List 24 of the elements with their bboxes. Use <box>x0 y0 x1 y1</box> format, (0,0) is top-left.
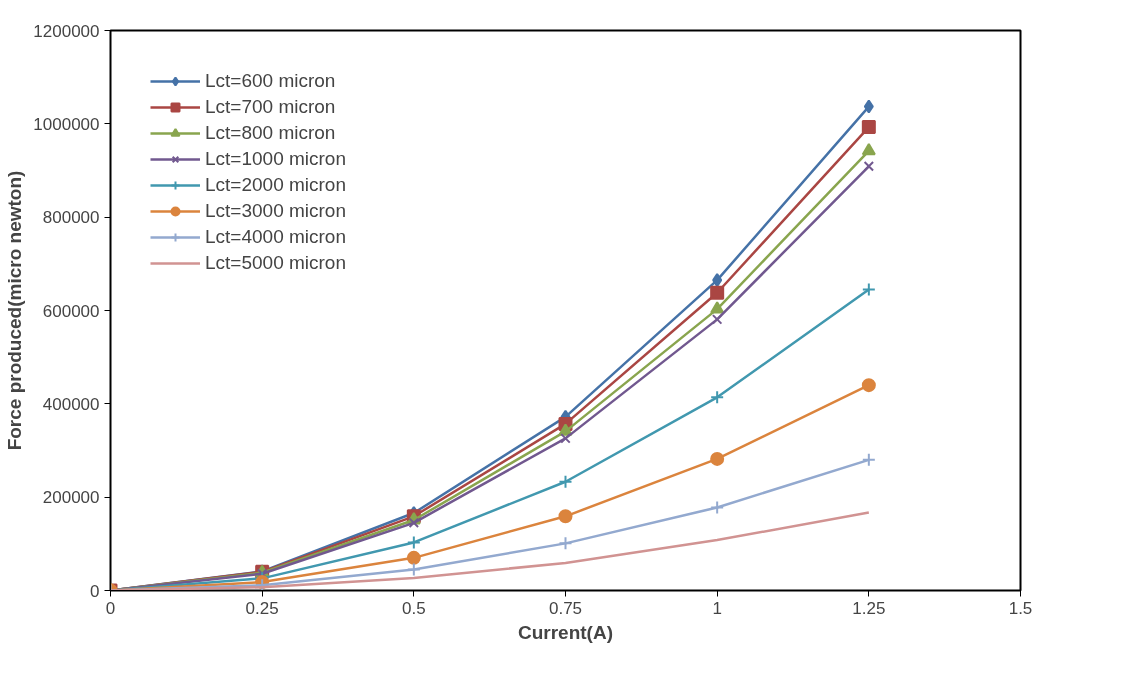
y-axis-title: Force produced(micro newton) <box>4 170 26 451</box>
y-tick-label: 600000 <box>42 301 100 321</box>
legend-label: Lct=4000 micron <box>205 226 346 248</box>
x-tick-label: 1.5 <box>1008 598 1033 618</box>
legend-label: Lct=2000 micron <box>205 174 346 196</box>
legend-label: Lct=600 micron <box>205 70 336 92</box>
x-axis-title: Current(A) <box>518 621 613 643</box>
x-tick-label: 0 <box>105 598 116 618</box>
x-tick-label: 0.5 <box>402 598 426 618</box>
x-tick-label: 1.25 <box>852 598 886 618</box>
legend-label: Lct=5000 micron <box>205 252 346 274</box>
y-tick-label: 1200000 <box>33 21 100 41</box>
legend-label: Lct=1000 micron <box>205 148 346 170</box>
x-tick-label: 1 <box>712 598 722 618</box>
legend-label: Lct=800 micron <box>205 122 336 144</box>
x-tick-label: 0.75 <box>548 598 583 618</box>
y-tick-label: 800000 <box>42 208 100 228</box>
legend-label: Lct=700 micron <box>205 96 336 118</box>
y-tick-label: 400000 <box>42 394 100 414</box>
y-tick-label: 1000000 <box>33 114 100 134</box>
y-tick-label: 0 <box>90 581 100 601</box>
x-tick-label: 0.25 <box>245 598 279 618</box>
legend-label: Lct=3000 micron <box>205 200 346 222</box>
y-tick-label: 200000 <box>42 488 100 508</box>
